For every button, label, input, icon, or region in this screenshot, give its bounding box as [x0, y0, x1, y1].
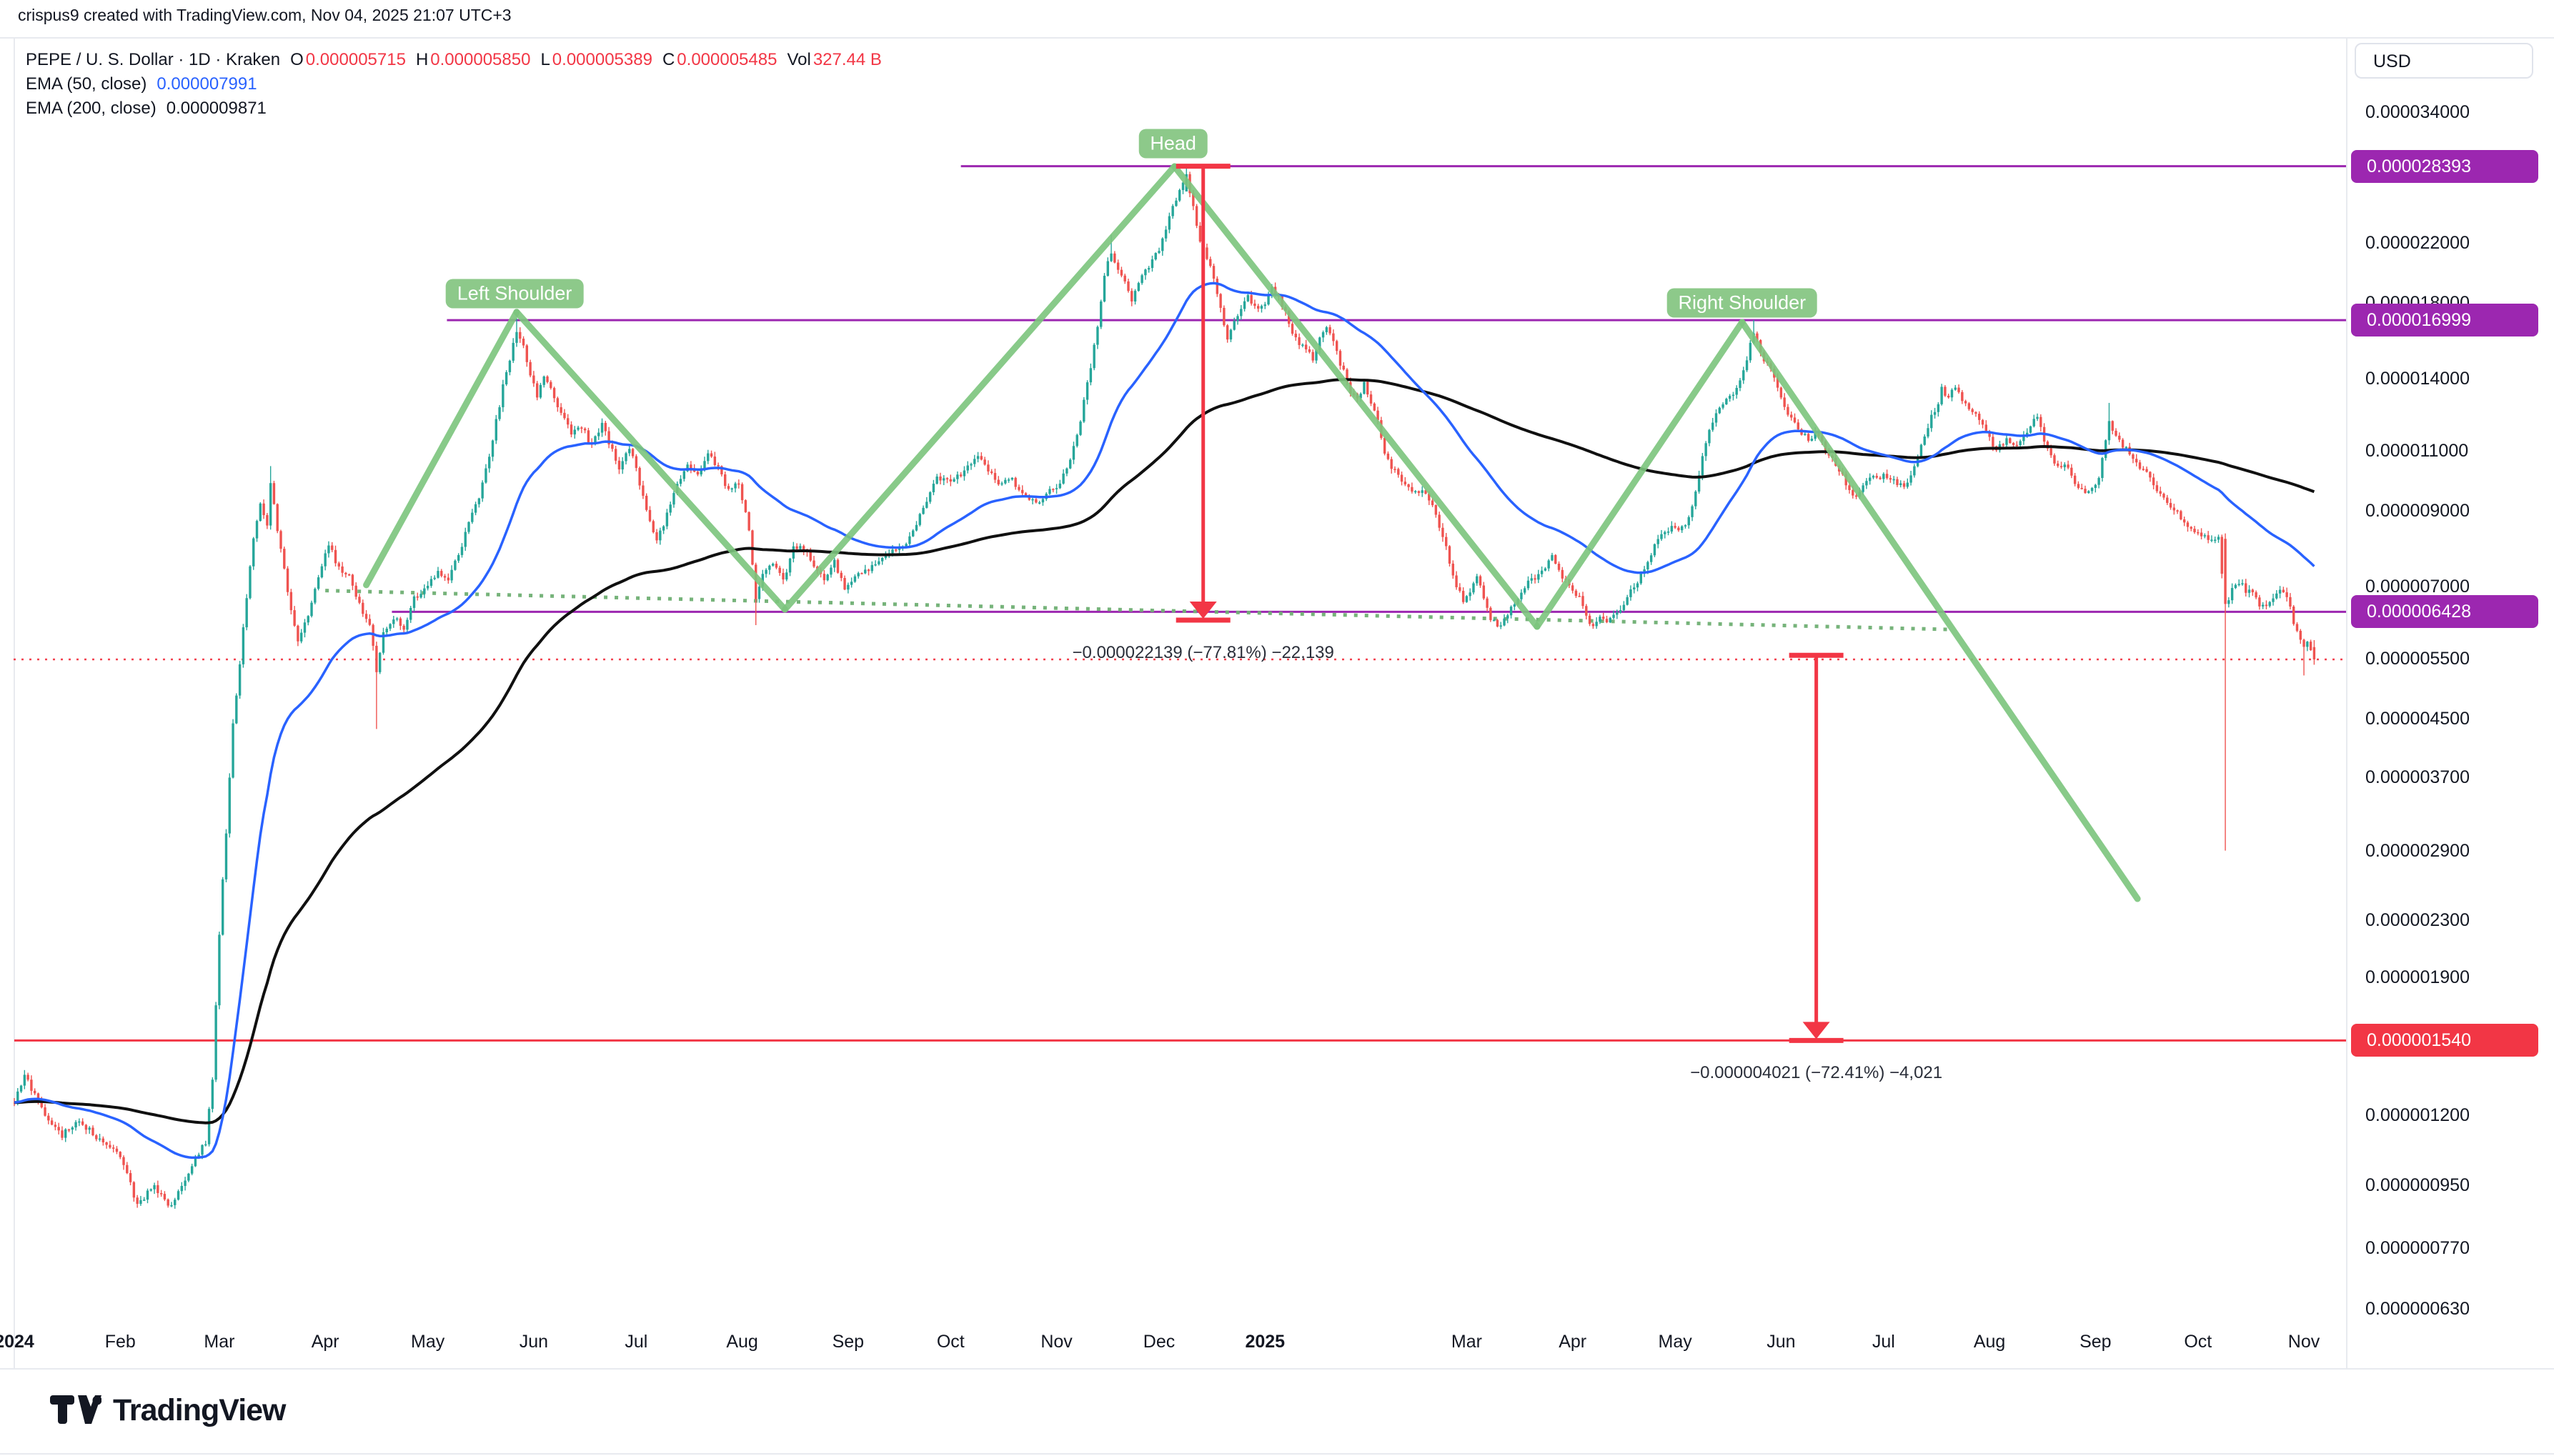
time-axis-label: Mar: [204, 1332, 235, 1352]
price-axis-tick: 0.000001200: [2365, 1105, 2470, 1126]
time-axis-label: 2025: [1245, 1332, 1286, 1352]
legend-row-ema200[interactable]: EMA (200, close) 0.000009871: [26, 99, 267, 119]
plot-left-border: [14, 37, 15, 1368]
price-axis-tick: 0.000001900: [2365, 967, 2470, 988]
time-axis-label: Oct: [936, 1332, 965, 1352]
price-axis-tick: 0.000005500: [2365, 648, 2470, 669]
time-axis-label: Apr: [1559, 1332, 1587, 1352]
price-axis-tick: 0.000000950: [2365, 1175, 2470, 1196]
ohlc-low: L 0.000005389: [540, 50, 652, 69]
time-axis-label: Nov: [2287, 1332, 2320, 1352]
price-level-label: 0.000016999: [2351, 304, 2538, 337]
price-axis-tick: 0.000003700: [2365, 767, 2470, 788]
time-axis-label: Dec: [1143, 1332, 1176, 1352]
ema50-value: 0.000007991: [156, 74, 257, 94]
time-axis-label: Aug: [726, 1332, 758, 1352]
price-axis-tick: 0.000009000: [2365, 501, 2470, 522]
pattern-label-left_shoulder[interactable]: Left Shoulder: [445, 279, 584, 309]
price-axis-tick: 0.000002900: [2365, 840, 2470, 861]
ema50-label: EMA (50, close): [26, 74, 147, 94]
time-axis-label: May: [1658, 1332, 1692, 1352]
time-axis-label: Aug: [1973, 1332, 2006, 1352]
tradingview-wordmark: TradingView: [113, 1393, 286, 1427]
ema200-label: EMA (200, close): [26, 99, 156, 118]
price-axis-tick: 0.000000630: [2365, 1298, 2470, 1319]
attribution-header: crispus9 created with TradingView.com, N…: [18, 6, 512, 24]
price-level-label: 0.000028393: [2351, 149, 2538, 183]
tradingview-logo-icon: [50, 1395, 101, 1424]
time-axis-label: Mar: [1451, 1332, 1482, 1352]
tradingview-logo[interactable]: TradingView: [50, 1393, 286, 1428]
time-axis-label: 2024: [0, 1332, 34, 1352]
ohlc-high: H 0.000005850: [415, 50, 531, 69]
currency-button[interactable]: USD: [2355, 43, 2533, 79]
price-axis-tick: 0.000014000: [2365, 368, 2470, 389]
legend-row-ema50[interactable]: EMA (50, close) 0.000007991: [26, 74, 257, 94]
divider-bottom: [0, 1453, 2554, 1455]
price-axis-tick: 0.000002300: [2365, 909, 2470, 930]
measure-text-1[interactable]: −0.000022139 (−77.81%) −22,139: [1072, 642, 1334, 662]
time-axis-label: Jun: [1767, 1332, 1796, 1352]
time-axis-border[interactable]: [0, 1368, 2554, 1370]
price-axis-tick: 0.000022000: [2365, 232, 2470, 253]
symbol-title[interactable]: PEPE / U. S. Dollar · 1D · Kraken: [26, 50, 281, 69]
price-axis-tick: 0.000000770: [2365, 1238, 2470, 1259]
time-axis-label: Jun: [519, 1332, 549, 1352]
ema200-value: 0.000009871: [166, 99, 267, 118]
measure-text-2[interactable]: −0.000004021 (−72.41%) −4,021: [1690, 1063, 1943, 1083]
volume-readout: Vol 327.44 B: [787, 50, 882, 69]
divider-top: [0, 37, 2554, 39]
time-axis-label: Sep: [2080, 1332, 2112, 1352]
time-axis-label: May: [411, 1332, 445, 1352]
time-axis-label: Jul: [625, 1332, 648, 1352]
price-level-label: 0.000001540: [2351, 1024, 2538, 1057]
ohlc-close: C 0.000005485: [662, 50, 777, 69]
time-axis-label: Feb: [104, 1332, 136, 1352]
time-axis-label: Nov: [1040, 1332, 1073, 1352]
pattern-label-right_shoulder[interactable]: Right Shoulder: [1666, 288, 1818, 318]
time-axis-label: Sep: [832, 1332, 865, 1352]
price-axis-tick: 0.000011000: [2365, 440, 2469, 461]
time-axis-label: Oct: [2184, 1332, 2212, 1352]
price-axis-tick: 0.000004500: [2365, 709, 2470, 729]
price-axis-tick: 0.000034000: [2365, 102, 2470, 122]
pattern-label-head[interactable]: Head: [1138, 129, 1208, 159]
time-axis-label: Jul: [1872, 1332, 1895, 1352]
time-axis-label: Apr: [311, 1332, 339, 1352]
price-level-label: 0.000006428: [2351, 595, 2538, 629]
price-axis-border[interactable]: [2346, 37, 2347, 1368]
legend-row-main[interactable]: PEPE / U. S. Dollar · 1D · Kraken O 0.000…: [26, 50, 882, 70]
ohlc-open: O 0.000005715: [290, 50, 406, 69]
price-axis-tick: 0.000007000: [2365, 576, 2470, 597]
